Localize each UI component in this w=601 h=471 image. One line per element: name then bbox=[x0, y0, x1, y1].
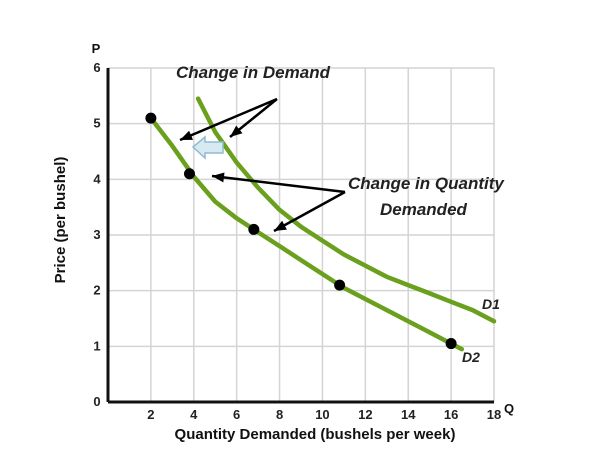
curve-d1 bbox=[195, 96, 497, 324]
axes bbox=[106, 68, 494, 404]
x-tick-label: 18 bbox=[487, 407, 501, 422]
y-tick-label: 0 bbox=[93, 394, 100, 409]
annotation-change-in-qd-line2: Demanded bbox=[380, 200, 468, 219]
curve-label-d1: D1 bbox=[482, 296, 500, 312]
annotation-arrowhead bbox=[230, 125, 243, 137]
y-tick-label: 1 bbox=[93, 338, 100, 353]
y-tick-label: 5 bbox=[93, 116, 100, 131]
x-tick-label: 2 bbox=[147, 407, 154, 422]
data-points bbox=[145, 112, 457, 350]
annotation-arrow-line bbox=[273, 190, 346, 233]
x-tick-label: 4 bbox=[190, 407, 198, 422]
x-tick-label: 8 bbox=[276, 407, 283, 422]
y-tick-label: 2 bbox=[93, 283, 100, 298]
annotation-arrowhead bbox=[180, 130, 193, 140]
data-point bbox=[145, 112, 157, 124]
x-tick-label: 12 bbox=[358, 407, 372, 422]
curve-d2 bbox=[148, 115, 465, 352]
y-axis-letter: P bbox=[92, 41, 101, 56]
y-tick-label: 3 bbox=[93, 227, 100, 242]
x-tick-label: 16 bbox=[444, 407, 458, 422]
shift-arrow-icon bbox=[191, 135, 224, 160]
x-tick-label: 14 bbox=[401, 407, 416, 422]
data-point bbox=[248, 223, 260, 235]
y-axis-title: Price (per bushel) bbox=[52, 157, 69, 284]
x-axis-title: Quantity Demanded (bushels per week) bbox=[175, 426, 456, 443]
x-tick-labels: 2 4 6 8 10 12 14 16 18 bbox=[147, 407, 501, 422]
x-axis-letter: Q bbox=[504, 401, 514, 416]
annotation-arrowhead bbox=[274, 220, 287, 231]
annotation-arrowhead bbox=[212, 172, 225, 183]
annotation-arrow-line bbox=[179, 97, 278, 142]
demand-curves bbox=[148, 96, 497, 352]
data-point bbox=[334, 279, 346, 291]
annotation-arrows bbox=[179, 97, 346, 233]
annotation-arrow-line bbox=[211, 174, 346, 194]
curve-label-d2: D2 bbox=[462, 349, 480, 365]
shift-arrow bbox=[191, 135, 224, 160]
y-tick-label: 4 bbox=[93, 171, 101, 186]
annotation-change-in-demand: Change in Demand bbox=[176, 63, 331, 82]
annotation-change-in-qd-line1: Change in Quantity bbox=[348, 174, 505, 193]
data-point bbox=[445, 338, 457, 350]
x-tick-label: 10 bbox=[315, 407, 329, 422]
y-tick-label: 6 bbox=[93, 60, 100, 75]
y-tick-labels: 0 1 2 3 4 5 6 bbox=[93, 60, 101, 409]
data-point bbox=[183, 168, 195, 180]
x-tick-label: 6 bbox=[233, 407, 240, 422]
grid-lines bbox=[108, 67, 495, 402]
